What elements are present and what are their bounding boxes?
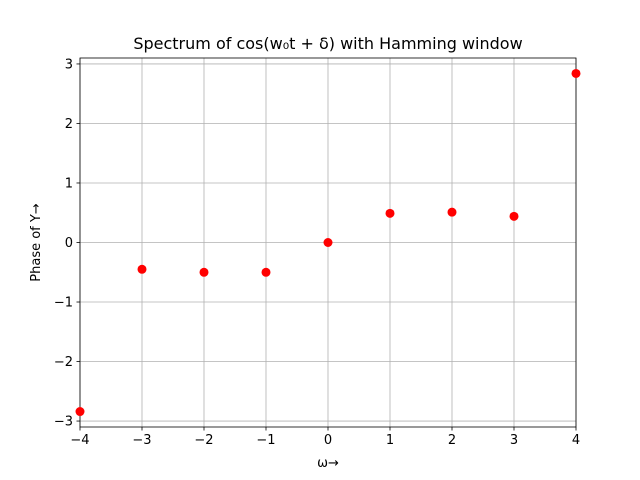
data-point (447, 207, 457, 217)
x-axis-label: ω→ (317, 456, 339, 471)
x-tick-label: −2 (194, 433, 213, 448)
ticks: −4 −3 −2 −1 0 1 2 3 4 −3 −2 −1 0 1 2 3 (54, 57, 580, 448)
x-tick-label: 1 (386, 433, 394, 448)
data-point (261, 267, 271, 277)
data-point (137, 264, 147, 274)
data-point (385, 208, 395, 218)
chart-title: Spectrum of cos(w₀t + δ) with Hamming wi… (133, 34, 522, 53)
data-point (199, 267, 209, 277)
data-point (323, 238, 333, 247)
y-tick-label: −2 (54, 355, 73, 370)
data-point (571, 68, 581, 78)
y-tick-label: −3 (54, 415, 73, 430)
x-tick-label: 3 (510, 433, 518, 448)
x-tick-label: −1 (256, 433, 275, 448)
y-axis-label: Phase of Y→ (29, 203, 44, 282)
plot-frame (79, 57, 577, 428)
data-points (75, 68, 581, 417)
x-tick-label: 4 (572, 433, 580, 448)
y-tick-label: 0 (65, 236, 73, 251)
data-point (75, 407, 85, 417)
y-tick-label: 2 (65, 117, 73, 132)
y-tick-label: −1 (54, 296, 73, 311)
y-tick-label: 1 (65, 176, 73, 191)
x-tick-label: −3 (132, 433, 151, 448)
x-tick-label: −4 (70, 433, 89, 448)
data-point (509, 211, 519, 221)
y-tick-label: 3 (65, 57, 73, 72)
x-tick-label: 0 (324, 433, 332, 448)
x-tick-label: 2 (448, 433, 456, 448)
